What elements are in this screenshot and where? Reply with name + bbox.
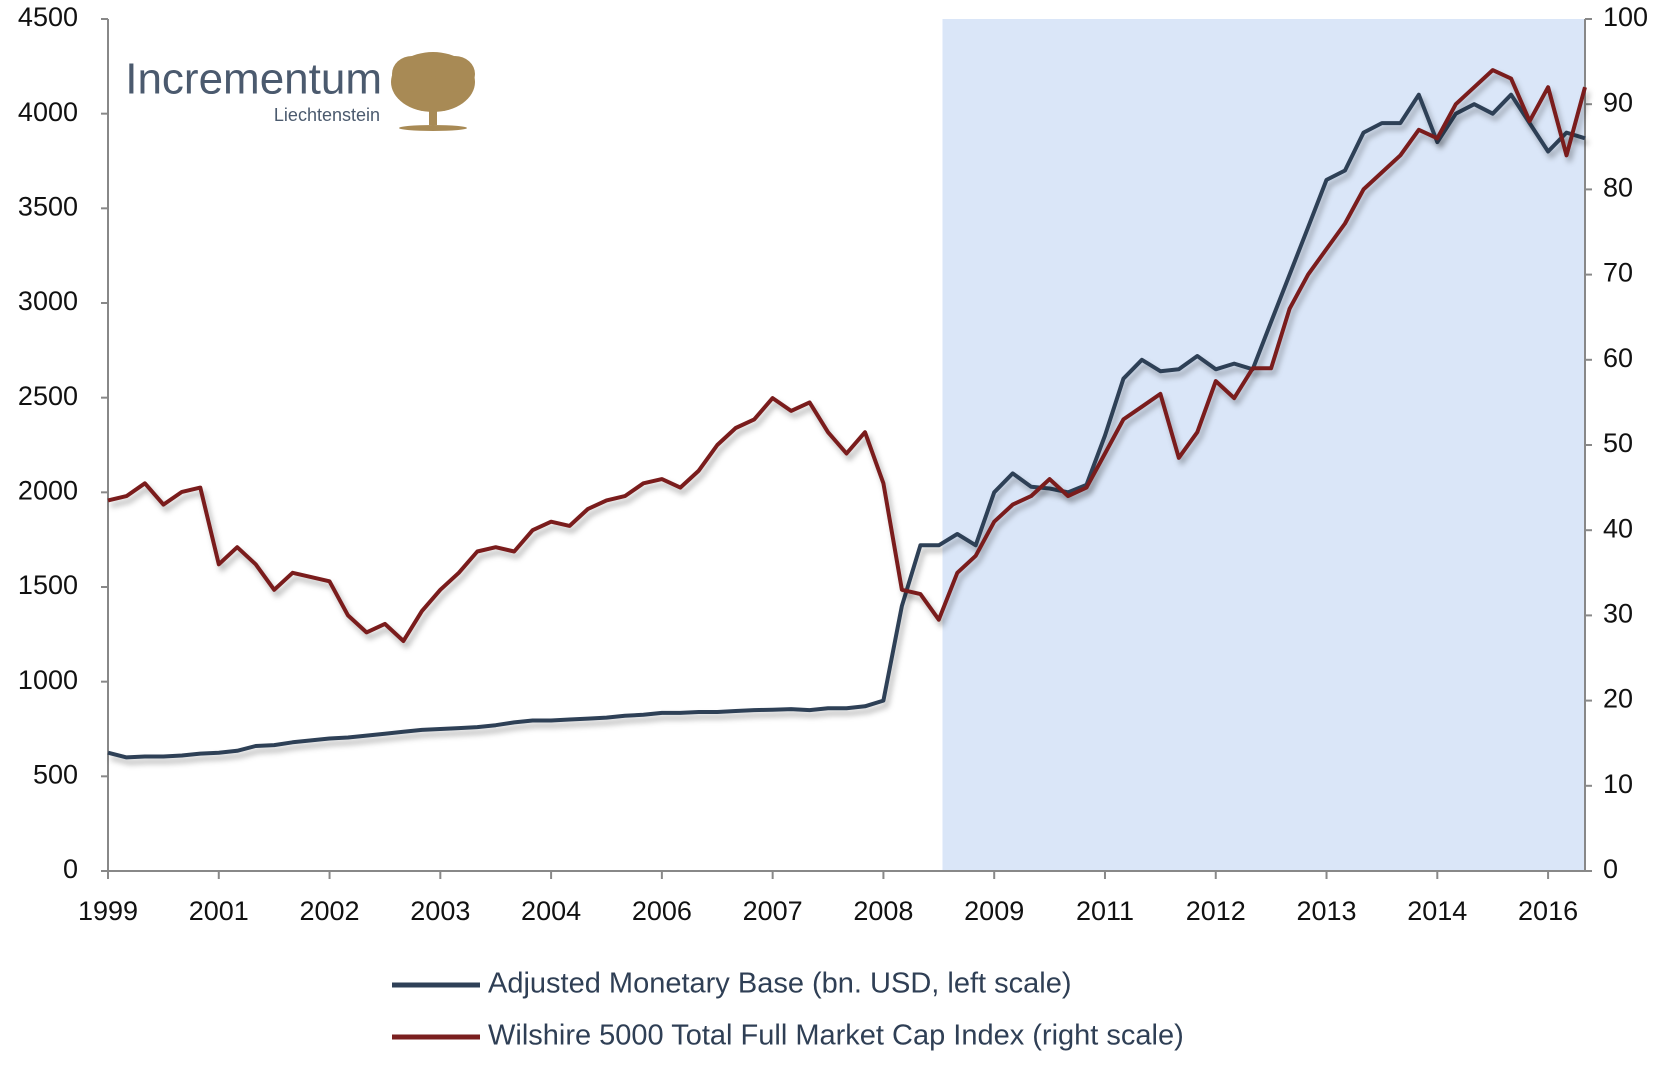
y2-tick-label: 90 bbox=[1603, 87, 1633, 117]
series-line bbox=[107, 68, 1587, 643]
y-tick-label: 2000 bbox=[18, 475, 78, 505]
logo-title: Incrementum bbox=[125, 55, 382, 104]
y2-tick-label: 60 bbox=[1603, 343, 1633, 373]
y2-tick-label: 50 bbox=[1603, 428, 1633, 458]
y-tick-label: 2500 bbox=[18, 381, 78, 411]
x-tick-label: 2001 bbox=[189, 896, 249, 926]
y-tick-label: 0 bbox=[63, 854, 78, 884]
y2-tick-label: 80 bbox=[1603, 173, 1633, 203]
x-tick-label: 2013 bbox=[1296, 896, 1356, 926]
x-tick-label: 2009 bbox=[964, 896, 1024, 926]
y2-tick-label: 10 bbox=[1603, 769, 1633, 799]
logo-subtitle: Liechtenstein bbox=[274, 105, 380, 125]
y-tick-label: 3500 bbox=[18, 191, 78, 221]
y-tick-label: 1000 bbox=[18, 665, 78, 695]
logo: Incrementum Liechtenstein bbox=[125, 52, 475, 131]
y-tick-label: 4500 bbox=[18, 2, 78, 32]
legend-label: Adjusted Monetary Base (bn. USD, left sc… bbox=[488, 968, 1071, 1000]
y2-tick-label: 0 bbox=[1603, 854, 1618, 884]
highlight-region bbox=[942, 19, 1585, 871]
x-tick-label: 2014 bbox=[1407, 896, 1467, 926]
y-tick-label: 4000 bbox=[18, 97, 78, 127]
x-tick-label: 2016 bbox=[1518, 896, 1578, 926]
y2-tick-label: 70 bbox=[1603, 258, 1633, 288]
x-tick-label: 1999 bbox=[78, 896, 138, 926]
y-tick-label: 500 bbox=[33, 759, 78, 789]
x-tick-label: 2007 bbox=[743, 896, 803, 926]
y-tick-label: 1500 bbox=[18, 570, 78, 600]
x-tick-label: 2004 bbox=[521, 896, 581, 926]
x-tick-label: 2002 bbox=[300, 896, 360, 926]
x-tick-label: 2011 bbox=[1076, 896, 1134, 926]
legend-label: Wilshire 5000 Total Full Market Cap Inde… bbox=[488, 1020, 1184, 1052]
series-line bbox=[107, 92, 1586, 760]
x-tick-label: 2003 bbox=[410, 896, 470, 926]
y2-tick-label: 20 bbox=[1603, 684, 1633, 714]
x-tick-label: 2012 bbox=[1186, 896, 1246, 926]
y2-tick-label: 100 bbox=[1603, 2, 1648, 32]
x-tick-label: 2008 bbox=[853, 896, 913, 926]
y2-tick-label: 40 bbox=[1603, 513, 1633, 543]
y2-tick-label: 30 bbox=[1603, 599, 1633, 629]
logo-tree bbox=[391, 52, 475, 131]
y-tick-label: 3000 bbox=[18, 286, 78, 316]
x-tick-label: 2006 bbox=[632, 896, 692, 926]
